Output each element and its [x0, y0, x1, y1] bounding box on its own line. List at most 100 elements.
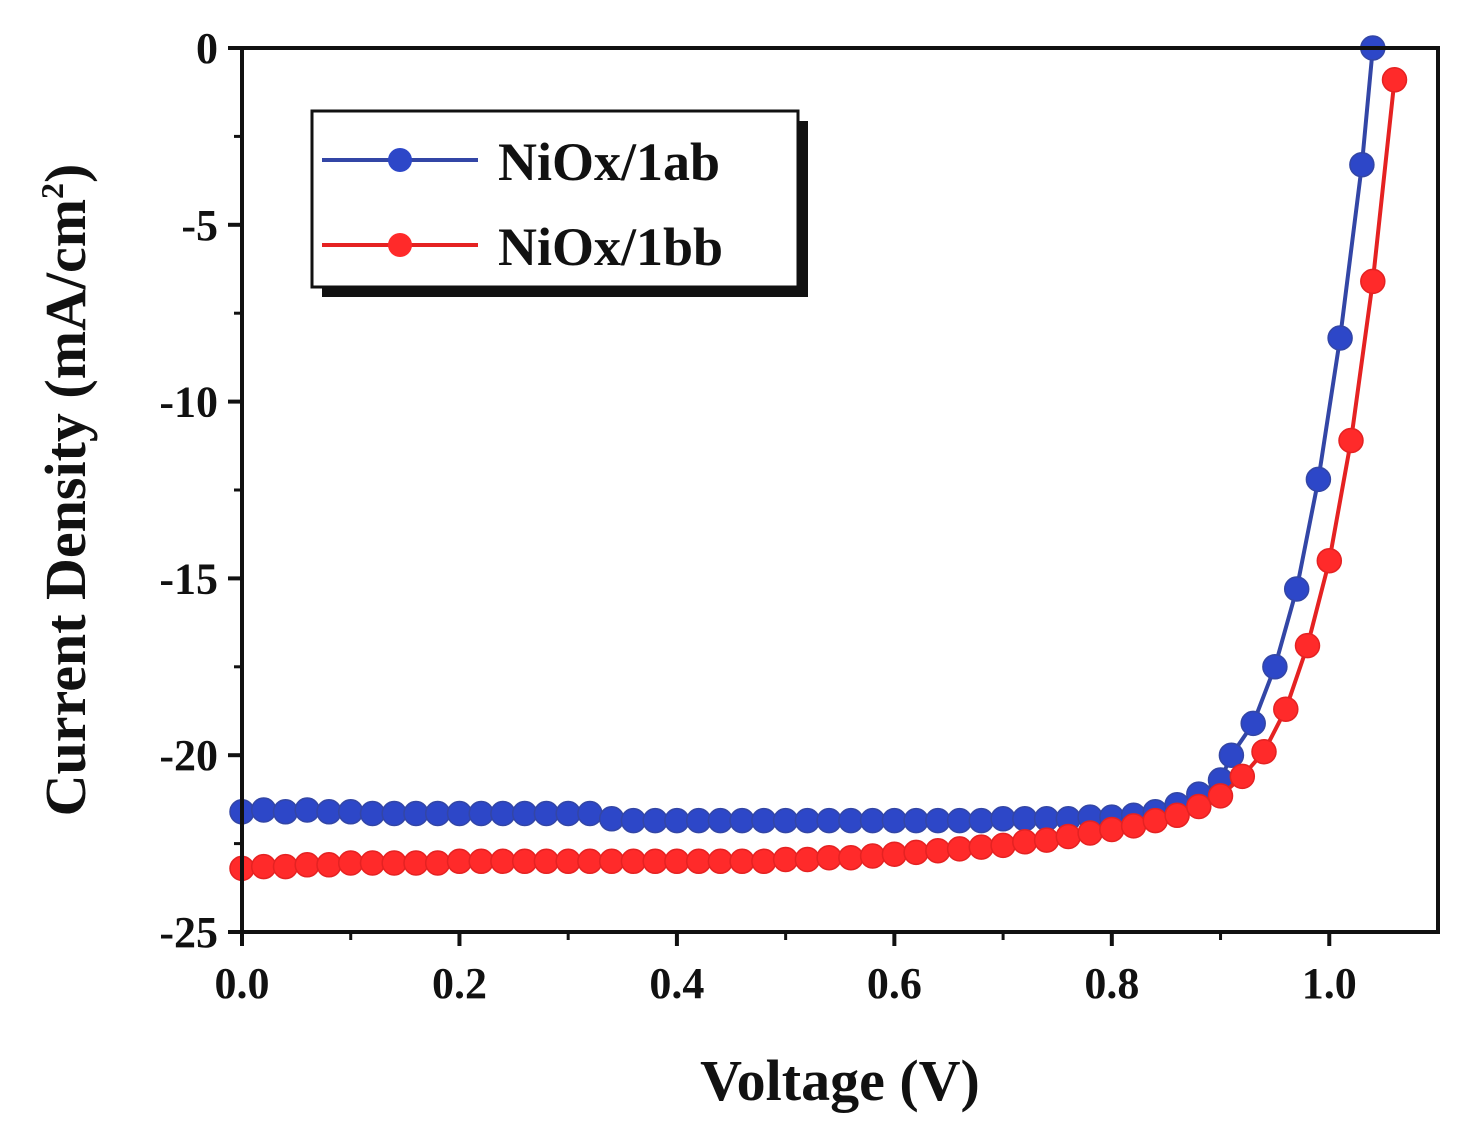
data-point-niox-1ab — [838, 807, 864, 834]
data-point-niox-1bb — [1251, 738, 1277, 765]
data-point-niox-1ab — [816, 807, 842, 834]
data-point-niox-1ab — [642, 807, 668, 834]
data-point-niox-1ab — [729, 807, 755, 834]
data-point-niox-1bb — [294, 852, 320, 878]
legend-marker-niox-1ab — [388, 148, 412, 172]
data-point-niox-1bb — [816, 844, 842, 871]
data-point-niox-1ab — [294, 797, 320, 823]
data-point-niox-1bb — [881, 841, 908, 867]
x-axis-title: Voltage (V) — [700, 1048, 980, 1113]
y-axis-title-close: ) — [33, 164, 98, 183]
data-point-niox-1bb — [490, 848, 516, 875]
data-point-niox-1ab — [337, 799, 364, 825]
data-point-niox-1bb — [1294, 632, 1321, 659]
data-point-niox-1ab — [1012, 806, 1038, 832]
data-point-niox-1bb — [424, 850, 451, 876]
data-point-niox-1bb — [946, 836, 973, 862]
x-tick-label: 0.8 — [1084, 959, 1139, 1008]
data-point-niox-1ab — [424, 800, 451, 827]
data-point-niox-1ab — [446, 800, 473, 827]
data-point-niox-1bb — [577, 848, 603, 875]
data-point-niox-1bb — [620, 848, 647, 875]
data-point-niox-1ab — [511, 800, 538, 827]
y-tick-label: -5 — [181, 201, 218, 250]
data-point-niox-1ab — [1262, 654, 1288, 680]
data-point-niox-1bb — [772, 846, 799, 873]
ticks-layer: 0.0 0.2 0.4 0.6 0.8 1.0 0 -5 -10 -15 -20 -25 — [159, 24, 1356, 1008]
series-niox-1ab — [229, 35, 1386, 834]
data-point-niox-1bb — [359, 850, 386, 876]
data-point-niox-1ab — [664, 807, 690, 834]
data-point-niox-1bb — [555, 848, 581, 875]
data-point-niox-1bb — [707, 848, 734, 875]
data-point-niox-1bb — [381, 850, 407, 876]
data-point-niox-1bb — [1120, 813, 1147, 839]
data-point-niox-1ab — [598, 806, 625, 832]
data-point-niox-1ab — [794, 807, 821, 834]
data-point-niox-1ab — [250, 797, 277, 823]
data-point-niox-1bb — [446, 848, 473, 875]
data-point-niox-1bb — [1033, 827, 1060, 853]
data-point-niox-1bb — [1012, 829, 1038, 855]
data-point-niox-1ab — [859, 807, 886, 834]
data-point-niox-1ab — [533, 800, 560, 827]
data-point-niox-1ab — [946, 807, 973, 834]
data-point-niox-1bb — [664, 848, 690, 875]
y-tick-label: -10 — [159, 378, 218, 427]
data-point-niox-1bb — [511, 848, 538, 875]
data-point-niox-1bb — [1360, 268, 1386, 295]
data-point-niox-1ab — [685, 807, 712, 834]
data-point-niox-1bb — [1207, 783, 1234, 809]
data-point-niox-1ab — [490, 800, 516, 827]
data-point-niox-1ab — [881, 807, 908, 834]
data-point-niox-1bb — [1381, 67, 1408, 93]
data-point-niox-1ab — [468, 800, 494, 827]
data-point-niox-1ab — [1349, 151, 1375, 178]
data-point-niox-1bb — [1077, 820, 1103, 846]
x-tick-label: 0.4 — [649, 959, 704, 1008]
y-axis-title-main: Current Density (mA/cm — [33, 199, 98, 816]
legend-box — [310, 109, 800, 289]
data-point-niox-1bb — [1273, 696, 1299, 722]
data-point-niox-1ab — [751, 807, 777, 834]
y-tick-label: 0 — [196, 24, 218, 73]
data-point-niox-1bb — [751, 848, 777, 875]
data-point-niox-1bb — [1316, 547, 1343, 574]
data-point-niox-1bb — [1164, 802, 1190, 829]
data-point-niox-1bb — [272, 853, 299, 880]
data-point-niox-1bb — [250, 853, 277, 880]
data-point-niox-1bb — [468, 848, 494, 875]
y-tick-label: -20 — [159, 731, 218, 780]
series-niox-1bb — [229, 67, 1408, 882]
data-point-niox-1ab — [1283, 576, 1310, 602]
y-axis-title: Current Density (mA/cm2) — [33, 164, 98, 817]
data-point-niox-1ab — [381, 800, 407, 827]
data-point-niox-1bb — [794, 846, 821, 873]
y-tick-label: -15 — [159, 554, 218, 603]
data-point-niox-1ab — [968, 807, 995, 834]
data-point-niox-1bb — [337, 850, 364, 876]
legend-marker-niox-1bb — [388, 233, 412, 257]
data-point-niox-1bb — [598, 848, 625, 875]
data-point-niox-1bb — [859, 843, 886, 869]
x-tick-label: 0.6 — [867, 959, 922, 1008]
y-axis-title-superscript: 2 — [34, 183, 70, 199]
data-point-niox-1bb — [642, 848, 668, 875]
series-layer — [229, 35, 1408, 882]
data-point-niox-1ab — [925, 807, 951, 834]
data-point-niox-1bb — [1142, 807, 1169, 834]
data-point-niox-1ab — [772, 807, 799, 834]
data-point-niox-1ab — [1327, 325, 1353, 351]
data-point-niox-1ab — [316, 799, 342, 825]
data-point-niox-1bb — [316, 852, 342, 878]
data-point-niox-1bb — [925, 837, 951, 864]
data-point-niox-1bb — [533, 848, 560, 875]
data-point-niox-1bb — [1099, 816, 1125, 843]
data-point-niox-1ab — [1033, 806, 1060, 832]
data-point-niox-1bb — [1229, 763, 1256, 790]
data-point-niox-1bb — [1338, 427, 1364, 454]
data-point-niox-1bb — [729, 848, 755, 875]
x-tick-label: 1.0 — [1302, 959, 1357, 1008]
data-point-niox-1bb — [990, 832, 1016, 859]
